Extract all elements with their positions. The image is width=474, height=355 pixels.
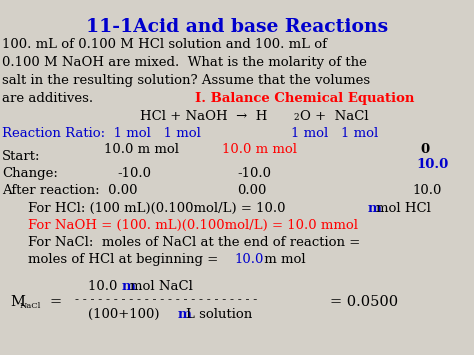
Text: m: m bbox=[368, 202, 382, 215]
Text: m: m bbox=[178, 308, 192, 321]
Text: 0.100 M NaOH are mixed.  What is the molarity of the: 0.100 M NaOH are mixed. What is the mola… bbox=[2, 56, 367, 69]
Text: m: m bbox=[122, 280, 136, 293]
Text: - - - - - - - - - - - - - - - - - - - - - - - -: - - - - - - - - - - - - - - - - - - - - … bbox=[75, 293, 261, 306]
Text: Reaction Ratio:  1 mol   1 mol: Reaction Ratio: 1 mol 1 mol bbox=[2, 127, 201, 140]
Text: are additives.: are additives. bbox=[2, 92, 93, 105]
Text: 2: 2 bbox=[293, 113, 299, 122]
Text: 11-1Acid and base Reactions: 11-1Acid and base Reactions bbox=[86, 18, 388, 36]
Text: For NaOH = (100. mL)(0.100mol/L) = 10.0 mmol: For NaOH = (100. mL)(0.100mol/L) = 10.0 … bbox=[28, 219, 358, 232]
Text: M: M bbox=[10, 295, 25, 309]
Text: 10.0: 10.0 bbox=[416, 158, 448, 171]
Text: For NaCl:  moles of NaCl at the end of reaction =: For NaCl: moles of NaCl at the end of re… bbox=[28, 236, 360, 249]
Text: For HCl: (100 mL)(0.100mol/L) = 10.0: For HCl: (100 mL)(0.100mol/L) = 10.0 bbox=[28, 202, 290, 215]
Text: 10.0: 10.0 bbox=[88, 280, 122, 293]
Text: HCl + NaOH  →  H: HCl + NaOH → H bbox=[140, 110, 267, 123]
Text: mol HCl: mol HCl bbox=[376, 202, 431, 215]
Text: 0: 0 bbox=[420, 143, 429, 156]
Text: 100. mL of 0.100 M HCl solution and 100. mL of: 100. mL of 0.100 M HCl solution and 100.… bbox=[2, 38, 327, 51]
Text: Change:: Change: bbox=[2, 167, 58, 180]
Text: 0.00: 0.00 bbox=[237, 184, 266, 197]
Text: After reaction:  0.00: After reaction: 0.00 bbox=[2, 184, 137, 197]
Text: I. Balance Chemical Equation: I. Balance Chemical Equation bbox=[195, 92, 414, 105]
Text: 10.0 m mol: 10.0 m mol bbox=[222, 143, 297, 156]
Text: -10.0: -10.0 bbox=[117, 167, 151, 180]
Text: L solution: L solution bbox=[186, 308, 252, 321]
Text: -10.0: -10.0 bbox=[237, 167, 271, 180]
Text: Start:: Start: bbox=[2, 150, 40, 163]
Text: m mol: m mol bbox=[260, 253, 306, 266]
Text: O +  NaCl: O + NaCl bbox=[300, 110, 369, 123]
Text: NaCl: NaCl bbox=[20, 302, 41, 310]
Text: 1 mol   1 mol: 1 mol 1 mol bbox=[291, 127, 378, 140]
Text: salt in the resulting solution? Assume that the volumes: salt in the resulting solution? Assume t… bbox=[2, 74, 370, 87]
Text: 10.0 m mol: 10.0 m mol bbox=[104, 143, 179, 156]
Text: moles of HCl at beginning =: moles of HCl at beginning = bbox=[28, 253, 222, 266]
Text: =: = bbox=[50, 295, 62, 309]
Text: mol NaCl: mol NaCl bbox=[130, 280, 193, 293]
Text: 10.0: 10.0 bbox=[234, 253, 264, 266]
Text: 10.0: 10.0 bbox=[412, 184, 441, 197]
Text: (100+100): (100+100) bbox=[88, 308, 164, 321]
Text: = 0.0500: = 0.0500 bbox=[330, 295, 398, 309]
